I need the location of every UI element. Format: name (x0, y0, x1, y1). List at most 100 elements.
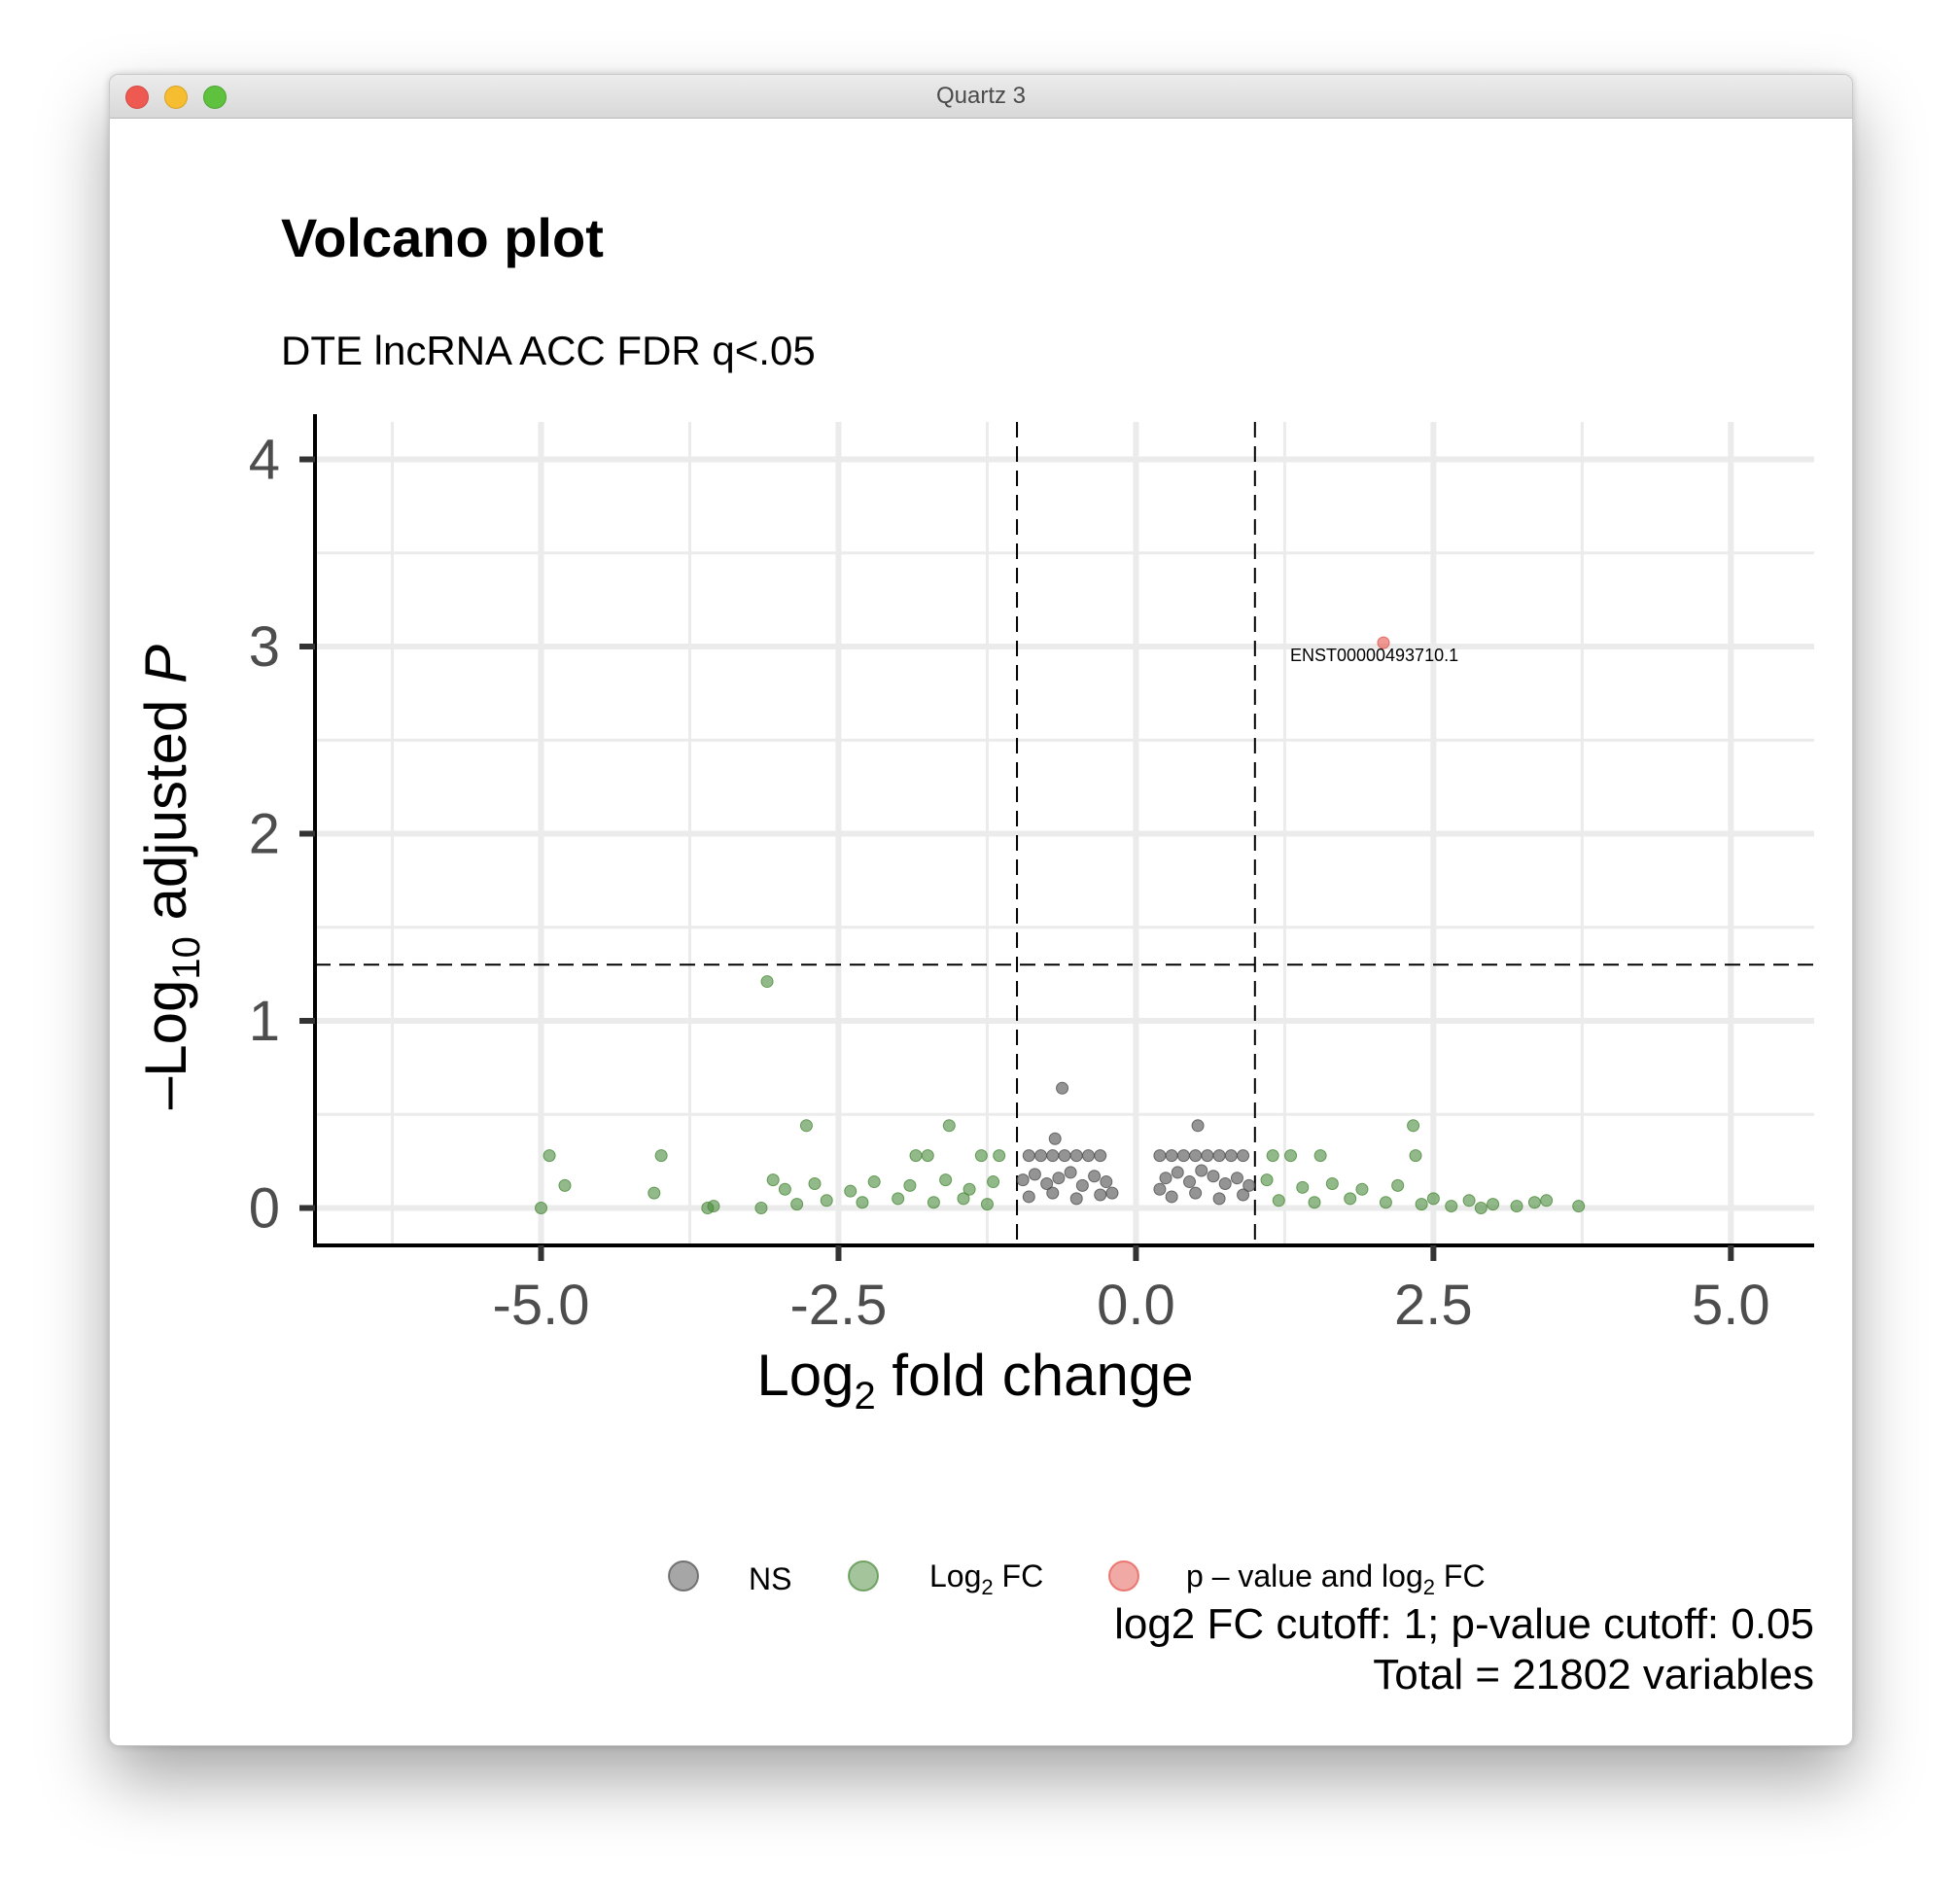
fc-point-1 (799, 1119, 813, 1133)
fc-point-15 (648, 1186, 661, 1200)
ns-point-11 (1165, 1149, 1178, 1163)
ns-point-28 (1159, 1172, 1172, 1185)
fc-point-22 (939, 1173, 953, 1187)
close-window-button[interactable] (125, 86, 149, 109)
x-tick-label-0: -5.0 (493, 1274, 590, 1337)
ns-point-36 (1022, 1190, 1035, 1204)
ns-point-42 (1212, 1192, 1226, 1206)
axes: -5.0 -2.5 0.0 2.5 5.0 0 1 2 3 4 (249, 414, 1814, 1337)
fc-point-47 (1272, 1194, 1285, 1208)
fc-point-31 (1462, 1194, 1476, 1208)
ns-point-21 (1052, 1172, 1066, 1185)
y-axis-title-subscript: 10 (165, 936, 208, 980)
fc-point-17 (778, 1182, 791, 1196)
ns-point-10 (1153, 1149, 1167, 1163)
x-tick-label-1: -2.5 (789, 1274, 887, 1337)
x-tick-label-4: 5.0 (1692, 1274, 1770, 1337)
ns-point-5 (1046, 1149, 1060, 1163)
x-tick-label-2: 0.0 (1097, 1274, 1175, 1337)
fc-point-16 (766, 1173, 780, 1187)
fc-point-48 (1308, 1196, 1321, 1209)
fc-point-0 (760, 975, 774, 989)
fc-point-50 (1379, 1196, 1392, 1209)
ns-point-31 (1195, 1164, 1208, 1177)
point-label-enst00000493710: ENST00000493710.1 (1290, 646, 1458, 665)
caption-cutoffs: log2 FC cutoff: 1; p-value cutoff: 0.05 (1114, 1600, 1814, 1648)
fc-point-3 (1407, 1119, 1420, 1133)
fc-point-6 (909, 1149, 923, 1163)
fc-point-34 (1540, 1194, 1554, 1208)
ns-point-0 (1056, 1081, 1069, 1095)
ns-point-40 (1165, 1190, 1178, 1204)
fc-point-14 (558, 1178, 572, 1192)
fc-point-4 (542, 1149, 556, 1163)
ns-point-8 (1081, 1149, 1095, 1163)
fc-point-32 (1487, 1198, 1500, 1211)
legend-label-fc-rest: FC (994, 1558, 1044, 1593)
fc-point-49 (1344, 1192, 1357, 1206)
fc-point-12 (1313, 1149, 1327, 1163)
x-axis-title-rest: fold change (876, 1343, 1194, 1408)
y-tick-label-3: 3 (249, 615, 280, 679)
ns-point-37 (1046, 1186, 1060, 1200)
fc-point-9 (993, 1149, 1006, 1163)
fc-point-38 (707, 1200, 720, 1213)
ns-point-29 (1171, 1166, 1184, 1179)
sig-point-0 (1377, 636, 1390, 649)
window-titlebar[interactable]: Quartz 3 (110, 75, 1852, 119)
fc-point-28 (1355, 1182, 1369, 1196)
ns-point-7 (1069, 1149, 1083, 1163)
legend-key-fc (848, 1560, 879, 1592)
ns-point-3 (1022, 1149, 1035, 1163)
ns-point-23 (1075, 1178, 1089, 1192)
ns-point-32 (1207, 1170, 1220, 1183)
fc-point-13 (1409, 1149, 1422, 1163)
fc-point-30 (1426, 1192, 1440, 1206)
chart-title: Volcano plot (281, 207, 604, 268)
x-axis-title: Log2 fold change (756, 1343, 1193, 1418)
fc-point-10 (1266, 1149, 1279, 1163)
fc-point-24 (987, 1175, 1000, 1189)
ns-point-20 (1040, 1176, 1054, 1190)
ns-point-13 (1189, 1149, 1203, 1163)
ns-point-4 (1034, 1149, 1048, 1163)
ns-point-27 (1153, 1182, 1167, 1196)
legend-label-both-subscript: 2 (1423, 1575, 1435, 1599)
y-axis-title: –Log10 adjusted P (133, 645, 208, 1109)
ns-point-38 (1069, 1192, 1083, 1206)
fc-point-52 (1445, 1200, 1458, 1213)
fc-point-20 (867, 1175, 881, 1189)
ns-point-41 (1189, 1186, 1203, 1200)
ns-point-16 (1224, 1149, 1238, 1163)
fc-point-51 (1415, 1198, 1428, 1211)
y-axis-title-prefix: –Log (133, 980, 198, 1109)
fc-point-43 (892, 1192, 905, 1206)
fc-point-36 (535, 1202, 548, 1214)
ns-point-22 (1064, 1166, 1077, 1179)
legend-label-ns: NS (749, 1561, 791, 1596)
fc-point-23 (962, 1182, 976, 1196)
fc-point-18 (808, 1176, 822, 1190)
x-axis-title-main: Log (756, 1343, 854, 1408)
ns-point-24 (1088, 1170, 1102, 1183)
ns-point-17 (1237, 1149, 1250, 1163)
ns-point-6 (1058, 1149, 1071, 1163)
zoom-window-button[interactable] (203, 86, 227, 109)
data-points (535, 636, 1586, 1214)
grid-lines (315, 422, 1814, 1245)
ns-point-33 (1218, 1176, 1232, 1190)
minimize-window-button[interactable] (164, 86, 188, 109)
ns-point-43 (1237, 1188, 1250, 1202)
ns-point-9 (1094, 1149, 1107, 1163)
legend-label-both-rest: FC (1435, 1558, 1486, 1593)
window-title: Quartz 3 (935, 83, 1027, 109)
ns-point-35 (1242, 1178, 1256, 1192)
ns-point-1 (1048, 1132, 1062, 1145)
fc-point-54 (1510, 1200, 1523, 1213)
ns-point-26 (1105, 1186, 1119, 1200)
fc-point-29 (1391, 1178, 1405, 1192)
x-tick-label-3: 2.5 (1394, 1274, 1473, 1337)
x-axis-title-subscript: 2 (854, 1375, 875, 1418)
fc-point-27 (1325, 1176, 1339, 1190)
y-tick-label-1: 1 (249, 990, 280, 1053)
